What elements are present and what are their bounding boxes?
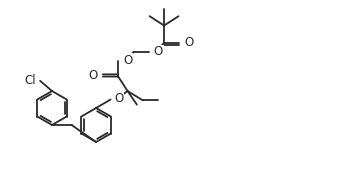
Text: O: O	[154, 45, 163, 58]
Text: O: O	[123, 54, 132, 67]
Text: O: O	[114, 92, 124, 105]
Text: O: O	[89, 69, 98, 82]
Text: O: O	[184, 36, 194, 49]
Text: Cl: Cl	[25, 74, 36, 87]
